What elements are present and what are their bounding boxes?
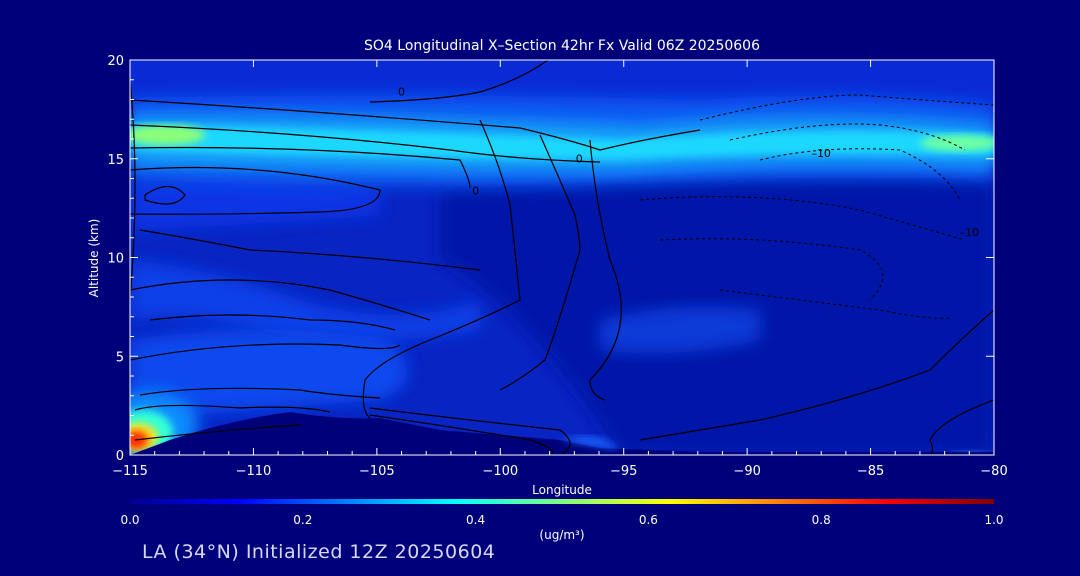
- contour-line: [729, 123, 966, 151]
- colorbar: [130, 499, 994, 504]
- colorbar-label: (ug/m³): [539, 528, 584, 542]
- contour-line: [499, 134, 581, 391]
- x-tick-label: −115: [112, 464, 148, 479]
- contour-line: [134, 404, 331, 413]
- x-tick-label: −95: [610, 464, 637, 479]
- x-tick-label: −100: [482, 464, 518, 479]
- y-tick-label: 10: [107, 252, 124, 267]
- y-tick-label: 5: [116, 350, 124, 365]
- contour-line: [759, 148, 961, 201]
- contour-line: [130, 79, 136, 301]
- chart-title: SO4 Longitudinal X–Section 42hr Fx Valid…: [364, 38, 760, 54]
- contour-line: [130, 166, 381, 215]
- contour-line: [589, 139, 622, 401]
- contour-labels: 0 –10 –10 0 0: [398, 86, 979, 239]
- contour-label: 0: [398, 86, 405, 99]
- contour-line: [369, 60, 549, 103]
- contour-line: [362, 119, 521, 419]
- y-axis-label: Altitude (km): [87, 219, 101, 298]
- y-tick-label: 20: [107, 54, 124, 69]
- contour-line: [144, 185, 186, 205]
- contour-line: [659, 238, 884, 301]
- colorbar-tick-label: 0.2: [293, 513, 312, 527]
- contour-lines-dashed: [639, 94, 994, 319]
- axes: −115 −110 −105 −100 −95 −90 −85 −80 0 5 10 15 20: [107, 54, 1007, 479]
- x-tick-label: −85: [857, 464, 884, 479]
- colorbar-tick-label: 1.0: [984, 513, 1003, 527]
- contour-line: [149, 314, 396, 331]
- contour-label: –10: [960, 226, 980, 239]
- contour-line: [134, 424, 301, 441]
- y-tick-label: 0: [116, 449, 124, 464]
- x-axis-label: Longitude: [532, 483, 592, 497]
- initialization-caption: LA (34°N) Initialized 12Z 20250604: [142, 541, 496, 563]
- contour-line: [719, 289, 951, 319]
- x-tick-label: −105: [359, 464, 395, 479]
- colorbar-tick-label: 0.6: [639, 513, 658, 527]
- contour-lines: [130, 60, 994, 455]
- contour-label: 0: [576, 153, 583, 166]
- colorbar-tick-label: 0.0: [120, 513, 139, 527]
- x-tick-label: −80: [980, 464, 1007, 479]
- contour-line: [139, 229, 481, 271]
- contour-line: [130, 279, 431, 321]
- contour-label: 0: [472, 184, 479, 197]
- contour-line: [929, 399, 994, 455]
- contour-line: [699, 94, 994, 121]
- contour-line: [639, 196, 966, 241]
- contour-line: [639, 309, 994, 441]
- x-tick-label: −110: [236, 464, 272, 479]
- contour-line: [130, 99, 701, 151]
- colorbar-tick-label: 0.4: [466, 513, 485, 527]
- contour-line: [130, 343, 401, 361]
- colorbar-tick-label: 0.8: [812, 513, 831, 527]
- y-tick-label: 15: [107, 153, 124, 168]
- contour-line: [369, 414, 554, 455]
- contour-line: [130, 146, 471, 189]
- contour-line: [130, 124, 601, 163]
- contour-line: [369, 407, 571, 455]
- contour-label: –10: [811, 147, 831, 160]
- concentration-field: [130, 60, 994, 455]
- colorbar-ticks: 0.0 0.2 0.4 0.6 0.8 1.0: [120, 513, 1003, 527]
- contour-line: [139, 387, 381, 399]
- x-tick-label: −90: [733, 464, 760, 479]
